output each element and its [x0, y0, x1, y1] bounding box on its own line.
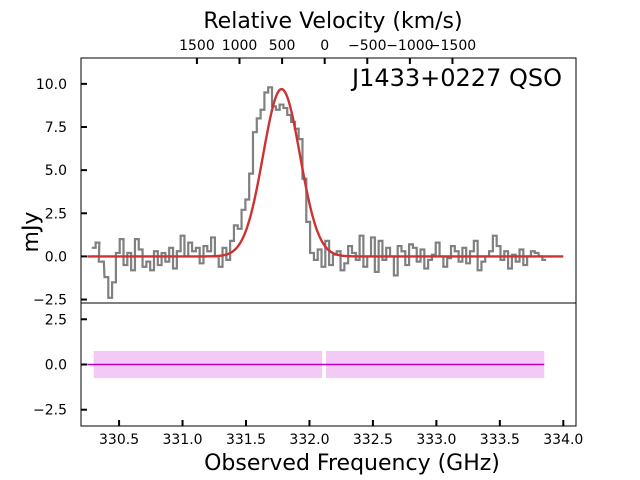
velocity-tick-label: 0 — [320, 38, 329, 54]
velocity-tick-label: 1000 — [222, 38, 258, 54]
residual-error-band — [93, 350, 545, 379]
top-y-tick-label: 5.0 — [45, 163, 67, 179]
top-y-tick-label: 10.0 — [36, 77, 67, 93]
y-axis-title: mJy — [19, 212, 44, 253]
bottom-y-tick-label: 0.0 — [45, 358, 67, 374]
bottom-y-tick-label: 2.5 — [45, 312, 67, 328]
x-tick-label: 333.0 — [416, 432, 456, 448]
top-y-tick-label: −2.5 — [33, 293, 67, 309]
x-tick-label: 330.5 — [99, 432, 139, 448]
x-tick-label: 331.5 — [226, 432, 266, 448]
velocity-tick-label: −1500 — [429, 38, 476, 54]
spectrum-steps — [91, 86, 547, 299]
x-tick-label: 332.5 — [353, 432, 393, 448]
x-tick-label: 334.0 — [543, 432, 583, 448]
x-tick-label: 332.0 — [289, 432, 329, 448]
chart-title: J1433+0227 QSO — [350, 64, 562, 92]
x-tick-label: 331.0 — [162, 432, 202, 448]
top-y-tick-label: 0.0 — [45, 249, 67, 265]
velocity-tick-label: −1000 — [386, 38, 433, 54]
velocity-tick-label: 1500 — [179, 38, 215, 54]
x-axis-title: Observed Frequency (GHz) — [204, 451, 500, 476]
top-axis-title: Relative Velocity (km/s) — [203, 9, 462, 34]
top-panel-frame — [80, 57, 577, 304]
velocity-tick-label: 500 — [269, 38, 296, 54]
top-y-tick-label: 7.5 — [45, 120, 67, 136]
gaussian-fit-line — [87, 87, 564, 258]
velocity-tick-label: −500 — [348, 38, 386, 54]
top-y-tick-label: 2.5 — [45, 206, 67, 222]
x-tick-label: 333.5 — [480, 432, 520, 448]
axis-ticks: 330.5 331.0 331.5 332.0 332.5 333.0 333.5 334.0… — [33, 38, 583, 448]
bottom-y-tick-label: −2.5 — [33, 403, 67, 419]
